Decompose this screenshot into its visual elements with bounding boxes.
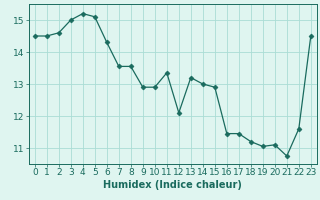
X-axis label: Humidex (Indice chaleur): Humidex (Indice chaleur) bbox=[103, 180, 242, 190]
